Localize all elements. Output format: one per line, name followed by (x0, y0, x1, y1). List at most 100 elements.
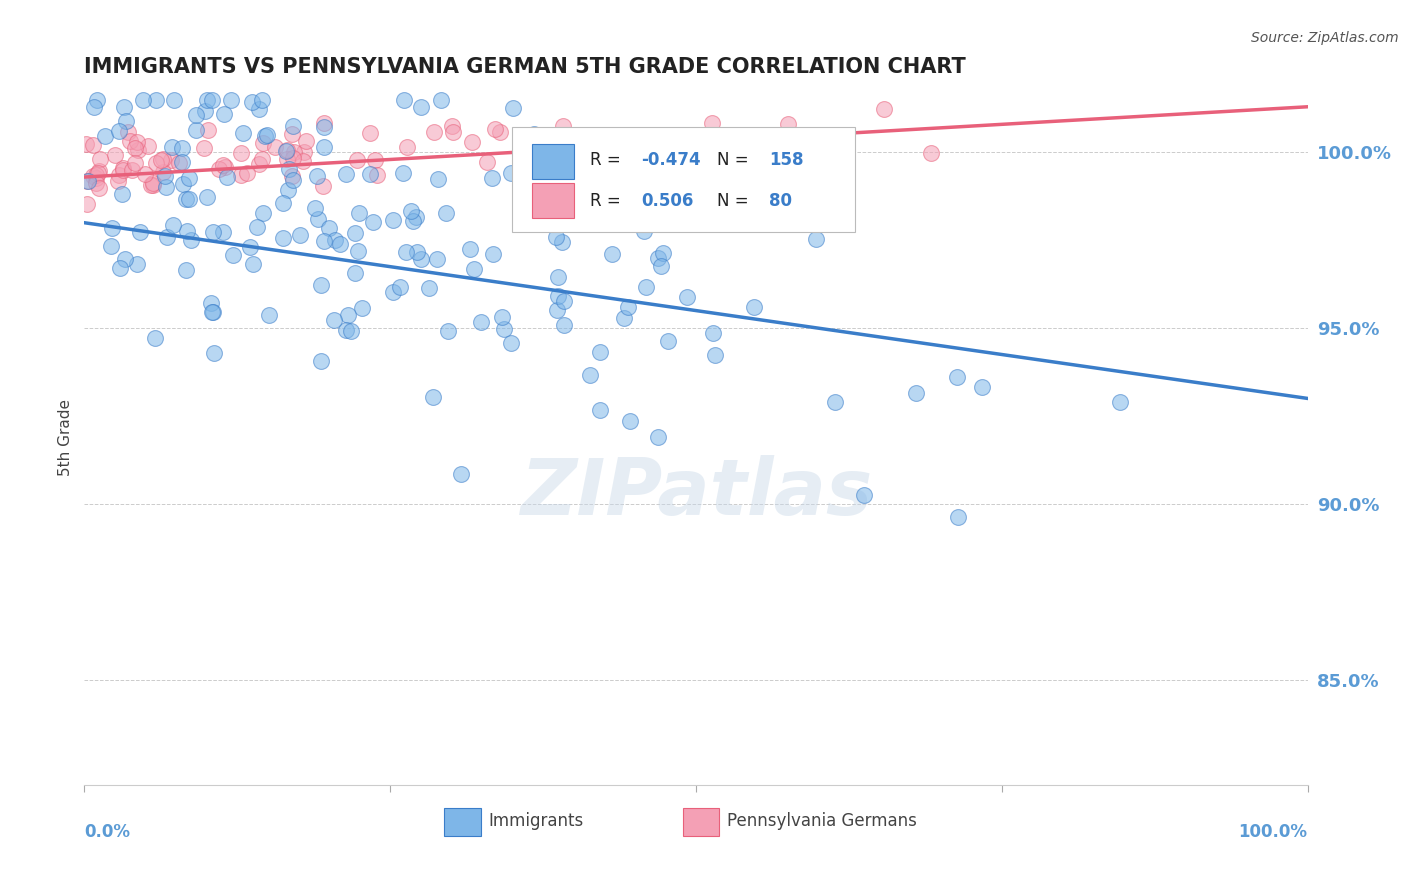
Point (170, 155, 193, 169)
Point (430, 93, 453, 107)
Point (277, 161, 299, 176)
Point (114, 252, 136, 266)
Point (318, 221, 340, 235)
Point (481, 171, 503, 186)
Text: Immigrants: Immigrants (488, 812, 583, 830)
Point (104, 148, 127, 162)
Point (409, 252, 432, 266)
Point (215, 169, 238, 184)
Point (470, 315, 492, 329)
Point (180, 233, 202, 247)
Point (463, 261, 485, 276)
Point (195, 93, 218, 107)
Point (396, 140, 419, 154)
Point (155, 179, 177, 194)
Point (710, 149, 733, 163)
Point (312, 120, 335, 134)
Point (174, 192, 197, 206)
Point (201, 305, 224, 319)
Point (252, 206, 274, 220)
Point (170, 141, 193, 155)
Point (544, 229, 567, 244)
Point (86, 93, 108, 107)
Point (294, 145, 316, 159)
Point (406, 245, 429, 260)
Point (346, 153, 368, 167)
Point (616, 300, 638, 314)
Point (176, 224, 198, 238)
Text: 100.0%: 100.0% (1239, 823, 1308, 841)
Point (399, 204, 422, 219)
Point (101, 220, 124, 235)
Point (114, 114, 136, 128)
Point (212, 107, 235, 121)
Point (502, 101, 524, 115)
Text: N =: N = (717, 192, 754, 210)
Point (84, 170, 107, 185)
Point (547, 270, 569, 285)
Point (150, 153, 173, 167)
Point (145, 93, 167, 107)
Point (93, 128, 115, 143)
Point (359, 168, 381, 182)
Point (254, 129, 277, 144)
Point (194, 103, 217, 118)
Text: -0.474: -0.474 (641, 151, 700, 169)
Point (553, 318, 575, 332)
Point (259, 308, 281, 322)
Point (309, 277, 332, 292)
Point (212, 225, 235, 239)
Point (239, 240, 262, 254)
Point (307, 211, 329, 226)
Point (195, 190, 218, 204)
Point (329, 236, 352, 251)
Point (222, 247, 245, 261)
Point (422, 390, 444, 404)
Point (247, 102, 270, 116)
Point (337, 308, 360, 322)
Point (477, 155, 499, 169)
Point (657, 334, 679, 349)
Point (200, 296, 222, 310)
Point (84, 176, 107, 190)
FancyBboxPatch shape (682, 808, 720, 836)
Point (197, 123, 219, 137)
Point (89, 152, 111, 166)
Point (235, 166, 257, 180)
Point (77, 174, 100, 188)
Point (312, 178, 335, 193)
Point (512, 144, 534, 158)
Text: Pennsylvania Germans: Pennsylvania Germans (727, 812, 917, 830)
Point (87, 180, 110, 194)
Point (202, 346, 225, 360)
Point (124, 155, 146, 169)
Point (134, 167, 156, 181)
Point (167, 156, 190, 170)
Point (252, 152, 274, 166)
Point (145, 156, 167, 170)
Point (824, 395, 846, 409)
Point (184, 108, 207, 122)
Point (118, 134, 141, 148)
Text: R =: R = (589, 192, 631, 210)
Point (111, 187, 134, 202)
Point (440, 119, 463, 133)
Point (271, 196, 294, 211)
Point (271, 231, 294, 245)
Point (87, 166, 110, 180)
Point (589, 344, 612, 359)
Point (152, 152, 174, 166)
Text: 158: 158 (769, 151, 804, 169)
Point (1109, 395, 1132, 409)
Point (602, 247, 624, 261)
Point (82, 138, 104, 153)
Point (87, 164, 110, 178)
Point (644, 139, 666, 153)
Point (647, 149, 669, 163)
Point (117, 125, 139, 139)
Point (588, 203, 610, 218)
FancyBboxPatch shape (531, 183, 574, 218)
Point (481, 247, 503, 261)
Point (873, 102, 896, 116)
Point (143, 331, 166, 345)
